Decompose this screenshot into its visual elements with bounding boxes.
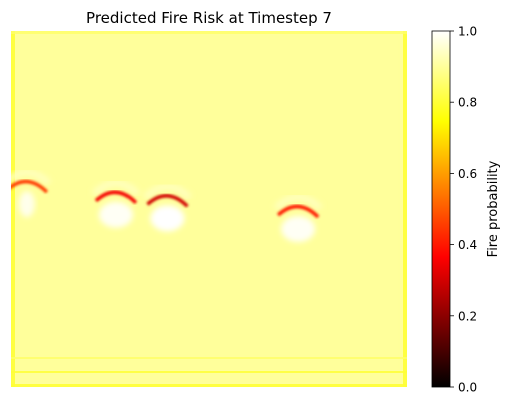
colorbar-tick-label: 0.0 <box>458 381 477 395</box>
chart-title: Predicted Fire Risk at Timestep 7 <box>86 9 332 27</box>
hotspot-hole <box>150 205 185 232</box>
bottom-band <box>11 371 407 373</box>
heatmap-edges <box>11 31 407 387</box>
hotspot <box>11 169 51 218</box>
hotspot <box>91 180 141 228</box>
edge-inner-frame <box>16 36 402 382</box>
colorbar-tick-label: 0.2 <box>458 309 477 323</box>
hotspot <box>143 183 192 232</box>
colorbar-label: Fire probability <box>486 160 501 257</box>
hotspot-arc <box>11 179 49 194</box>
colorbar-tick-label: 0.6 <box>458 167 477 181</box>
hotspot-glow-arc <box>274 194 323 211</box>
hotspot-glow-arc <box>91 180 141 197</box>
hotspot-glow-arc <box>11 169 51 186</box>
edge-top <box>11 31 407 34</box>
hotspot-arc <box>94 190 138 205</box>
colorbar-tick-label: 1.0 <box>458 25 477 39</box>
edge-right <box>403 31 407 387</box>
heatmap-hotspots <box>11 169 323 242</box>
colorbar-tick-label: 0.4 <box>458 238 477 252</box>
heatmap-plot-area <box>11 31 407 387</box>
hotspot-hole <box>98 201 133 228</box>
hotspot <box>274 194 323 242</box>
colorbar-ticks: 0.0 0.2 0.4 0.6 0.8 1.0 <box>450 25 477 395</box>
hotspot-hole <box>281 216 316 242</box>
edge-left <box>11 31 15 387</box>
hotspot-glow-arc <box>143 183 192 200</box>
heatmap-background <box>11 31 407 387</box>
hotspot-arc <box>146 194 189 208</box>
hotspot-arc <box>276 204 320 219</box>
edge-bottom <box>11 384 407 387</box>
colorbar-tick-label: 0.8 <box>458 96 477 110</box>
colorbar: 0.0 0.2 0.4 0.6 0.8 1.0 Fire probability <box>431 25 501 395</box>
colorbar-gradient <box>431 30 451 388</box>
hotspot-hole <box>18 191 35 218</box>
bottom-band <box>11 357 407 359</box>
